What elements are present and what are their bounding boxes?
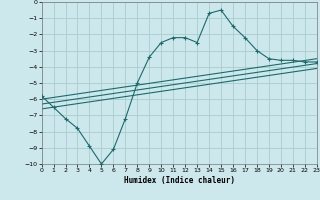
X-axis label: Humidex (Indice chaleur): Humidex (Indice chaleur) — [124, 176, 235, 185]
